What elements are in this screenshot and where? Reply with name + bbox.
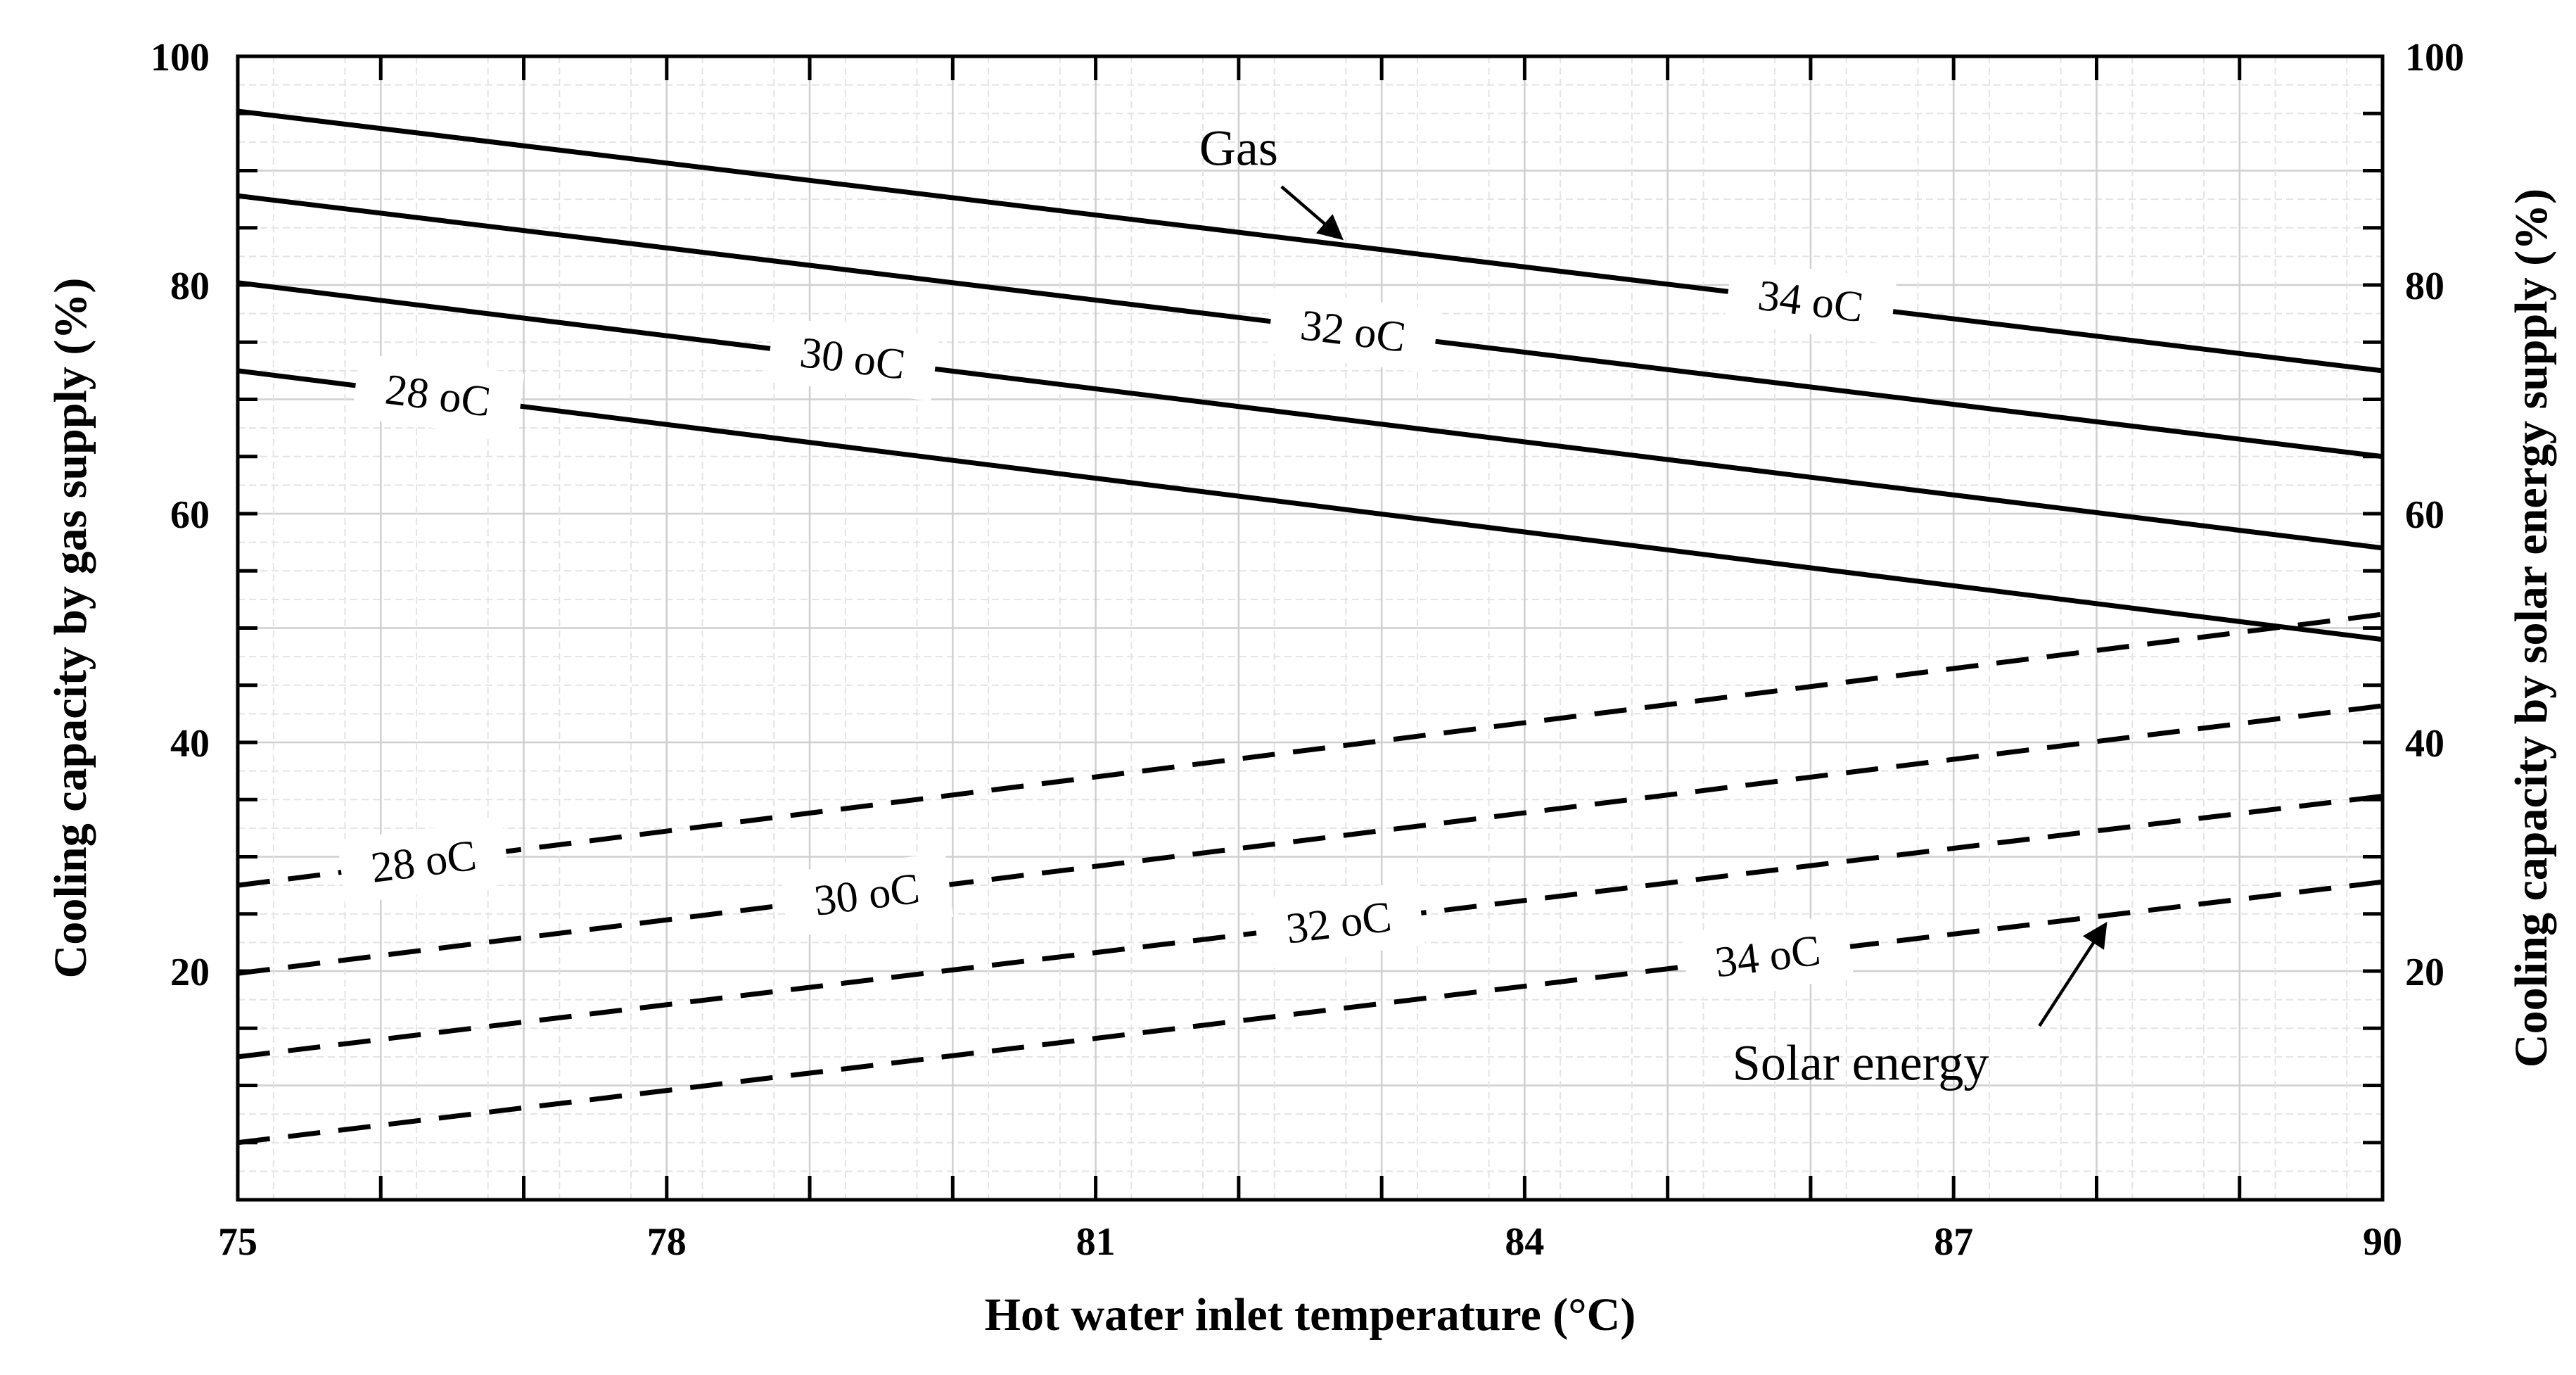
curve-label: 28 oC: [351, 353, 525, 438]
curve-label-bg: [351, 353, 525, 438]
x-axis-title: Hot water inlet temperature (°C): [985, 1289, 1636, 1341]
annotation-arrow: [1280, 185, 1344, 241]
y-tick-label-right: 100: [2405, 36, 2464, 80]
curve-label: 34 oC: [1724, 259, 1897, 344]
y-tick-label-right: 20: [2405, 951, 2444, 994]
y-tick-label-right: 80: [2405, 265, 2444, 308]
x-tick-label: 87: [1934, 1220, 1973, 1264]
curve-label-bg: [1252, 880, 1425, 965]
x-tick-label: 90: [2363, 1220, 2402, 1264]
y-axis-title-right: Cooling capacity by solar energy supply …: [2506, 189, 2557, 1067]
y-axis-title-left: Cooling capacity by gas supply (%): [45, 278, 96, 979]
series-line: [237, 612, 2383, 888]
curve-label: 28 oC: [337, 819, 511, 905]
annotation-label: Solar energy: [1733, 1034, 1989, 1091]
tick-labels: 75 78 81 84 87 90 20 20 40 40 60 60 80 80 100 100: [151, 36, 2464, 1264]
y-tick-label-left: 60: [170, 493, 210, 537]
annotation-label: Gas: [1199, 120, 1278, 176]
curve-label-bg: [766, 316, 939, 401]
curve-label: 34 oC: [1681, 914, 1854, 999]
series-line: [237, 703, 2383, 976]
curve-label: 30 oC: [780, 852, 954, 937]
curve-label: 32 oC: [1266, 289, 1440, 374]
curve-label: 30 oC: [766, 316, 939, 401]
grid: [238, 56, 2383, 1200]
tick-marks: [238, 56, 2383, 1200]
y-tick-label-left: 20: [170, 951, 210, 994]
x-tick-label: 81: [1076, 1220, 1116, 1264]
series-line: [237, 368, 2383, 642]
x-tick-label: 75: [218, 1220, 257, 1264]
curve-label-bg: [337, 819, 511, 905]
y-tick-label-left: 40: [170, 722, 210, 766]
series-line: [237, 879, 2383, 1146]
x-tick-label: 84: [1505, 1220, 1544, 1264]
series-line: [237, 280, 2383, 551]
curve-label: 32 oC: [1252, 880, 1425, 965]
y-tick-label-right: 40: [2405, 722, 2444, 766]
annotation-arrow: [2038, 921, 2108, 1027]
series-line: [237, 108, 2383, 374]
annotations: Gas Solar energy: [1199, 120, 2108, 1091]
curve-label-bg: [1681, 914, 1854, 999]
y-tick-label-left: 80: [170, 265, 210, 308]
curve-labels: 28 oC 30 oC 32 oC 34 oC 28 oC 30 oC 32 oC 34 oC: [337, 259, 1897, 999]
curve-label-bg: [780, 852, 954, 937]
y-tick-label-right: 60: [2405, 493, 2444, 537]
curve-label-bg: [1724, 259, 1897, 344]
y-tick-label-left: 100: [151, 36, 210, 80]
curve-label-bg: [1266, 289, 1440, 374]
x-tick-label: 78: [647, 1220, 687, 1264]
